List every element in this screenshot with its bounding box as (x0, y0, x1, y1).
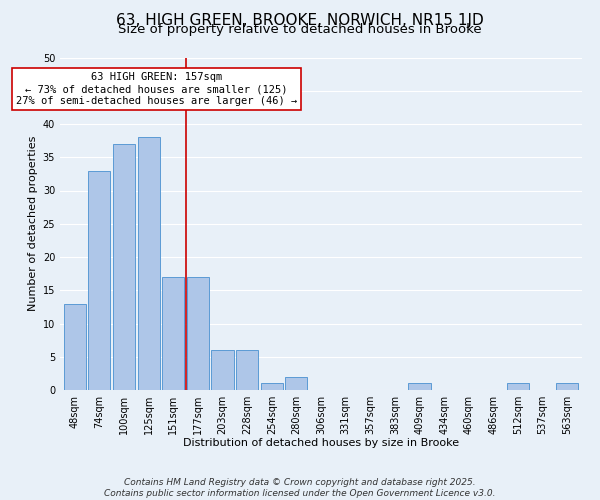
Text: Size of property relative to detached houses in Brooke: Size of property relative to detached ho… (118, 22, 482, 36)
Y-axis label: Number of detached properties: Number of detached properties (28, 136, 38, 312)
Bar (409, 384, 431, 390)
Bar (64, 304, 86, 390)
Text: Contains HM Land Registry data © Crown copyright and database right 2025.
Contai: Contains HM Land Registry data © Crown c… (104, 478, 496, 498)
Bar (556, 384, 578, 390)
Bar (507, 384, 529, 390)
Bar (236, 350, 258, 390)
Bar (162, 277, 184, 390)
Bar (187, 277, 209, 390)
Bar (260, 384, 283, 390)
Bar (137, 138, 160, 390)
Text: 63 HIGH GREEN: 157sqm
← 73% of detached houses are smaller (125)
27% of semi-det: 63 HIGH GREEN: 157sqm ← 73% of detached … (16, 72, 297, 106)
Bar (113, 144, 135, 390)
Bar (285, 376, 307, 390)
X-axis label: Distribution of detached houses by size in Brooke: Distribution of detached houses by size … (183, 438, 459, 448)
Text: 63, HIGH GREEN, BROOKE, NORWICH, NR15 1JD: 63, HIGH GREEN, BROOKE, NORWICH, NR15 1J… (116, 12, 484, 28)
Bar (211, 350, 233, 390)
Bar (88, 170, 110, 390)
